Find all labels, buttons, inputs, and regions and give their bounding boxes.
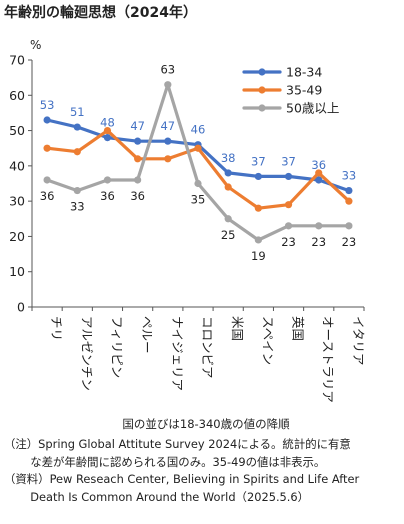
- data-label: 36: [130, 189, 145, 203]
- data-label: 33: [70, 200, 85, 214]
- data-label: 48: [100, 116, 115, 130]
- data-point: [315, 176, 323, 184]
- data-point: [224, 183, 232, 191]
- data-label: 51: [70, 105, 85, 119]
- data-point: [134, 176, 142, 184]
- data-label: 23: [342, 235, 357, 249]
- data-point: [254, 236, 262, 244]
- x-axis-caption: 国の並びは18-340歳の値の降順: [122, 417, 290, 431]
- x-tick-label: ナイジェリア: [170, 316, 185, 391]
- x-tick-label: アルゼンチン: [79, 316, 94, 391]
- data-label: 37: [251, 154, 266, 168]
- data-label: 36: [311, 158, 326, 172]
- data-label: 33: [342, 169, 357, 183]
- x-tick-label: オーストラリア: [321, 316, 336, 403]
- x-tick-label: 米国: [230, 316, 245, 341]
- data-label: 25: [221, 228, 236, 242]
- chart-series: [43, 81, 353, 244]
- data-point: [73, 148, 81, 156]
- line-chart: % 0 10 20 30 40 50 60 70 チリ アルゼンチン フィリピン ペルー ナイジェリア コロ…: [9, 38, 366, 431]
- legend-marker: [258, 68, 266, 76]
- x-tick-label: 英国: [291, 316, 306, 341]
- note-line: な差が年齢間に認められる国のみ。35-49の値は非表示。: [30, 454, 326, 469]
- chart-axes: % 0 10 20 30 40 50 60 70 チリ アルゼンチン フィリピン ペルー ナイジェリア コロ…: [9, 38, 366, 431]
- data-label: 37: [281, 154, 296, 168]
- data-point: [73, 123, 81, 131]
- data-label: 36: [40, 189, 55, 203]
- data-point: [224, 169, 232, 177]
- chart-legend: 18-34 35-49 50歳以上: [242, 65, 339, 116]
- data-point: [164, 137, 172, 145]
- footnotes: （注）Spring Global Attitute Survey 2024による…: [4, 436, 402, 506]
- data-label: 23: [281, 235, 296, 249]
- data-point: [345, 186, 353, 195]
- data-point: [345, 222, 353, 230]
- note-line: （資料）Pew Reseach Center, Believing in Spi…: [4, 472, 360, 486]
- data-point: [134, 137, 142, 145]
- y-tick-label: 0: [17, 300, 25, 315]
- x-tick-label: チリ: [49, 316, 64, 341]
- data-point: [284, 201, 293, 209]
- data-point: [73, 186, 81, 195]
- y-tick-label: 40: [9, 158, 25, 173]
- x-tick-label: ペルー: [140, 316, 155, 354]
- y-tick-label: 60: [9, 88, 25, 103]
- note-line: （注）Spring Global Attitute Survey 2024による…: [4, 437, 351, 451]
- note-line: Death Is Common Around the World（2025.5.…: [30, 489, 310, 504]
- data-point: [345, 197, 353, 205]
- data-point: [164, 81, 172, 89]
- legend-label: 50歳以上: [286, 101, 339, 116]
- data-point: [43, 176, 51, 184]
- data-label: 19: [251, 249, 266, 263]
- x-tick-label: コロンビア: [200, 316, 215, 379]
- data-point: [164, 155, 172, 163]
- data-point: [254, 204, 262, 212]
- data-point: [315, 222, 323, 230]
- data-point: [194, 144, 202, 152]
- x-tick-label: イタリア: [351, 316, 366, 366]
- data-label: 47: [130, 119, 145, 133]
- data-point: [103, 176, 112, 184]
- y-axis-label: %: [30, 38, 41, 52]
- data-point: [315, 169, 323, 177]
- page-title: 年齢別の輪廻思想（2024年）: [4, 5, 197, 21]
- legend-label: 18-34: [286, 65, 322, 80]
- y-tick-label: 50: [9, 123, 25, 138]
- data-point: [254, 172, 262, 181]
- legend-marker: [258, 86, 266, 94]
- chart-data-labels: 53 51 48 47 47 46 38 37 37 36 33 36 33 36 36 63 35 25 19 23…: [40, 63, 356, 263]
- data-point: [103, 126, 112, 135]
- data-point: [284, 222, 293, 230]
- data-label: 23: [311, 235, 326, 249]
- data-label: 63: [160, 63, 175, 77]
- data-point: [134, 155, 142, 163]
- data-label: 47: [160, 119, 175, 133]
- data-point: [43, 116, 51, 124]
- y-tick-label: 70: [9, 53, 25, 68]
- data-label: 35: [191, 193, 206, 207]
- data-label: 53: [40, 98, 55, 112]
- y-tick-label: 10: [9, 264, 25, 279]
- legend-label: 35-49: [286, 83, 322, 98]
- data-point: [284, 172, 293, 181]
- data-point: [103, 134, 112, 142]
- data-label: 46: [191, 123, 206, 137]
- data-label: 36: [100, 189, 115, 203]
- data-point: [224, 215, 232, 223]
- data-point: [43, 144, 51, 152]
- y-tick-label: 30: [9, 194, 25, 209]
- x-tick-label: スペイン: [260, 316, 275, 365]
- y-tick-label: 20: [9, 229, 25, 244]
- data-label: 38: [221, 151, 236, 165]
- legend-marker: [258, 104, 266, 112]
- x-tick-label: フィリピン: [109, 316, 124, 378]
- data-point: [194, 179, 202, 188]
